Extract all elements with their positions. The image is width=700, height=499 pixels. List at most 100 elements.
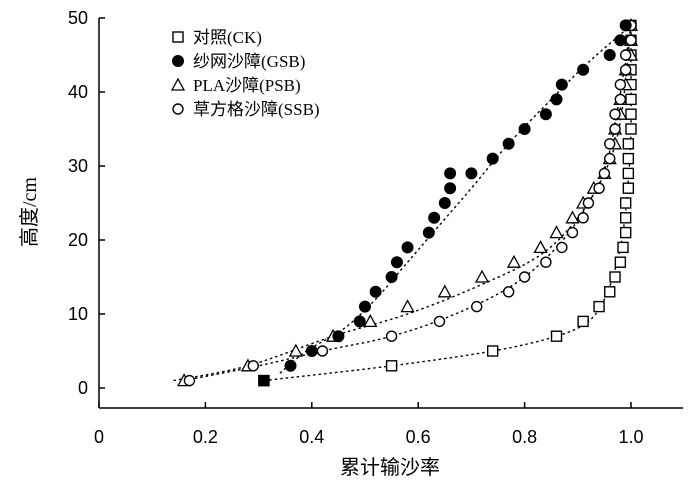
y-tick-label: 30 bbox=[68, 156, 88, 176]
data-point bbox=[603, 49, 616, 61]
data-points bbox=[177, 18, 639, 387]
data-point bbox=[556, 241, 568, 254]
legend-marker bbox=[170, 77, 186, 91]
data-point bbox=[502, 137, 515, 150]
y-tick-label: 50 bbox=[68, 8, 88, 28]
x-tick-label: 0.6 bbox=[406, 427, 431, 447]
data-point bbox=[609, 108, 621, 120]
data-point bbox=[619, 226, 632, 239]
data-point bbox=[518, 123, 531, 135]
data-point bbox=[593, 300, 605, 313]
axes bbox=[98, 18, 683, 409]
data-point bbox=[518, 271, 531, 283]
legend-label: 草方格沙障(SSB) bbox=[193, 100, 320, 119]
data-point bbox=[284, 359, 297, 372]
data-point bbox=[622, 167, 635, 180]
data-point bbox=[444, 182, 457, 195]
x-axis-label: 累计输沙率 bbox=[340, 456, 440, 479]
data-point bbox=[549, 225, 564, 239]
data-point bbox=[619, 19, 632, 32]
data-point bbox=[437, 284, 452, 298]
data-point bbox=[400, 299, 415, 313]
legend-label: PLA沙障(PSB) bbox=[193, 76, 301, 95]
data-point bbox=[385, 360, 398, 372]
data-point bbox=[577, 315, 589, 328]
legend-marker bbox=[172, 103, 184, 115]
data-point bbox=[625, 34, 637, 46]
trend-line bbox=[263, 25, 632, 382]
ticks: 0 0.2 0.4 0.6 0.8 1.0 0 10 20 30 40 50 bbox=[68, 8, 644, 447]
data-point bbox=[474, 269, 490, 283]
data-point bbox=[566, 226, 579, 239]
data-point bbox=[353, 315, 366, 328]
data-point bbox=[617, 241, 629, 254]
data-point bbox=[619, 64, 632, 76]
data-point bbox=[555, 78, 568, 91]
data-point bbox=[577, 63, 590, 76]
data-point bbox=[506, 254, 522, 268]
data-point bbox=[433, 315, 446, 328]
data-point bbox=[539, 108, 552, 121]
data-point bbox=[385, 271, 398, 283]
data-point bbox=[614, 256, 627, 268]
data-point bbox=[540, 256, 552, 268]
data-point bbox=[486, 152, 499, 165]
data-point bbox=[619, 197, 632, 209]
data-point bbox=[598, 167, 611, 180]
data-point bbox=[471, 300, 483, 313]
data-point bbox=[359, 300, 371, 313]
data-point bbox=[614, 34, 627, 47]
data-point bbox=[550, 330, 563, 342]
data-point bbox=[183, 374, 196, 387]
data-point bbox=[609, 271, 621, 283]
data-point bbox=[444, 167, 457, 180]
x-tick-label: 0.8 bbox=[512, 427, 537, 447]
y-axis-label: 高度/cm bbox=[18, 177, 41, 247]
y-tick-label: 40 bbox=[68, 82, 88, 102]
data-point bbox=[438, 197, 451, 209]
data-point bbox=[622, 152, 635, 165]
data-point bbox=[614, 93, 627, 106]
data-point bbox=[577, 212, 589, 224]
data-point bbox=[593, 182, 605, 194]
data-point bbox=[247, 360, 259, 372]
data-point bbox=[550, 93, 563, 106]
data-point bbox=[604, 138, 616, 150]
data-point bbox=[625, 108, 637, 120]
x-tick-label: 0.2 bbox=[193, 427, 218, 447]
data-point bbox=[619, 49, 632, 61]
highlighted-data-point bbox=[258, 374, 270, 387]
series-2 bbox=[284, 19, 632, 372]
data-point bbox=[614, 78, 627, 91]
legend-label: 纱网沙障(GSB) bbox=[193, 52, 305, 71]
data-point bbox=[486, 345, 499, 357]
data-point bbox=[622, 182, 635, 194]
x-tick-label: 0 bbox=[94, 427, 104, 447]
legend-label: 对照(CK) bbox=[193, 28, 262, 47]
data-point bbox=[428, 211, 441, 224]
data-point bbox=[390, 256, 403, 269]
data-point bbox=[369, 285, 382, 298]
y-tick-label: 10 bbox=[68, 304, 88, 324]
data-point bbox=[422, 226, 435, 239]
data-point bbox=[288, 343, 303, 357]
x-tick-label: 0.4 bbox=[299, 427, 324, 447]
data-point bbox=[565, 210, 580, 224]
data-point bbox=[625, 93, 637, 106]
data-point bbox=[502, 286, 515, 298]
data-point bbox=[609, 123, 621, 135]
data-point bbox=[619, 212, 632, 224]
series-3 bbox=[177, 18, 639, 387]
data-point bbox=[305, 345, 318, 357]
data-point bbox=[625, 123, 637, 135]
legend: 对照(CK) 纱网沙障(GSB) PLA沙障(PSB) 草方格沙障(SSB) bbox=[170, 28, 320, 119]
data-point bbox=[533, 240, 548, 254]
data-point bbox=[604, 152, 616, 165]
data-point bbox=[622, 138, 635, 150]
data-point bbox=[604, 286, 616, 298]
data-point bbox=[401, 241, 414, 254]
legend-marker bbox=[172, 55, 184, 67]
data-point bbox=[316, 345, 329, 357]
data-point bbox=[465, 167, 478, 180]
data-point bbox=[582, 197, 595, 209]
